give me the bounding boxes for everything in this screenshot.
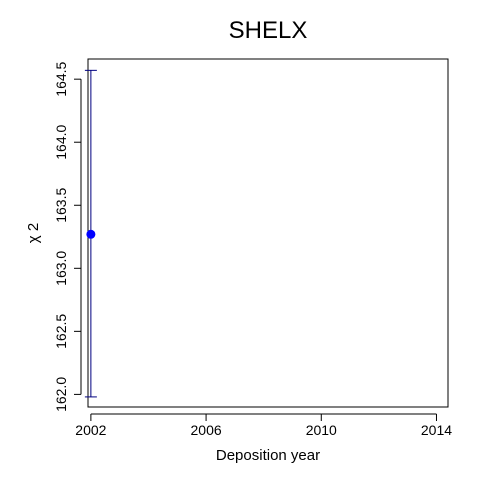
- y-axis: 162.0 162.5 163.0 163.5 164.0 164.5: [53, 61, 82, 412]
- y-tick-label: 164.0: [53, 124, 69, 159]
- chart-title: SHELX: [229, 17, 308, 44]
- x-tick-label: 2006: [191, 422, 222, 438]
- plot-marks: [84, 69, 97, 398]
- data-point: [86, 229, 96, 239]
- x-axis: 2002 2006 2010 2014: [75, 413, 452, 438]
- y-axis-label: χ 2: [25, 223, 42, 243]
- y-tick-label: 162.0: [53, 377, 69, 412]
- x-tick-label: 2014: [421, 422, 452, 438]
- y-tick-label: 164.5: [53, 61, 69, 96]
- x-axis-label: Deposition year: [216, 447, 320, 464]
- y-tick-label: 163.5: [53, 188, 69, 223]
- y-tick-label: 162.5: [53, 314, 69, 349]
- plot-frame: [87, 58, 449, 408]
- x-tick-label: 2010: [306, 422, 337, 438]
- y-tick-label: 163.0: [53, 251, 69, 286]
- x-tick-label: 2002: [75, 422, 106, 438]
